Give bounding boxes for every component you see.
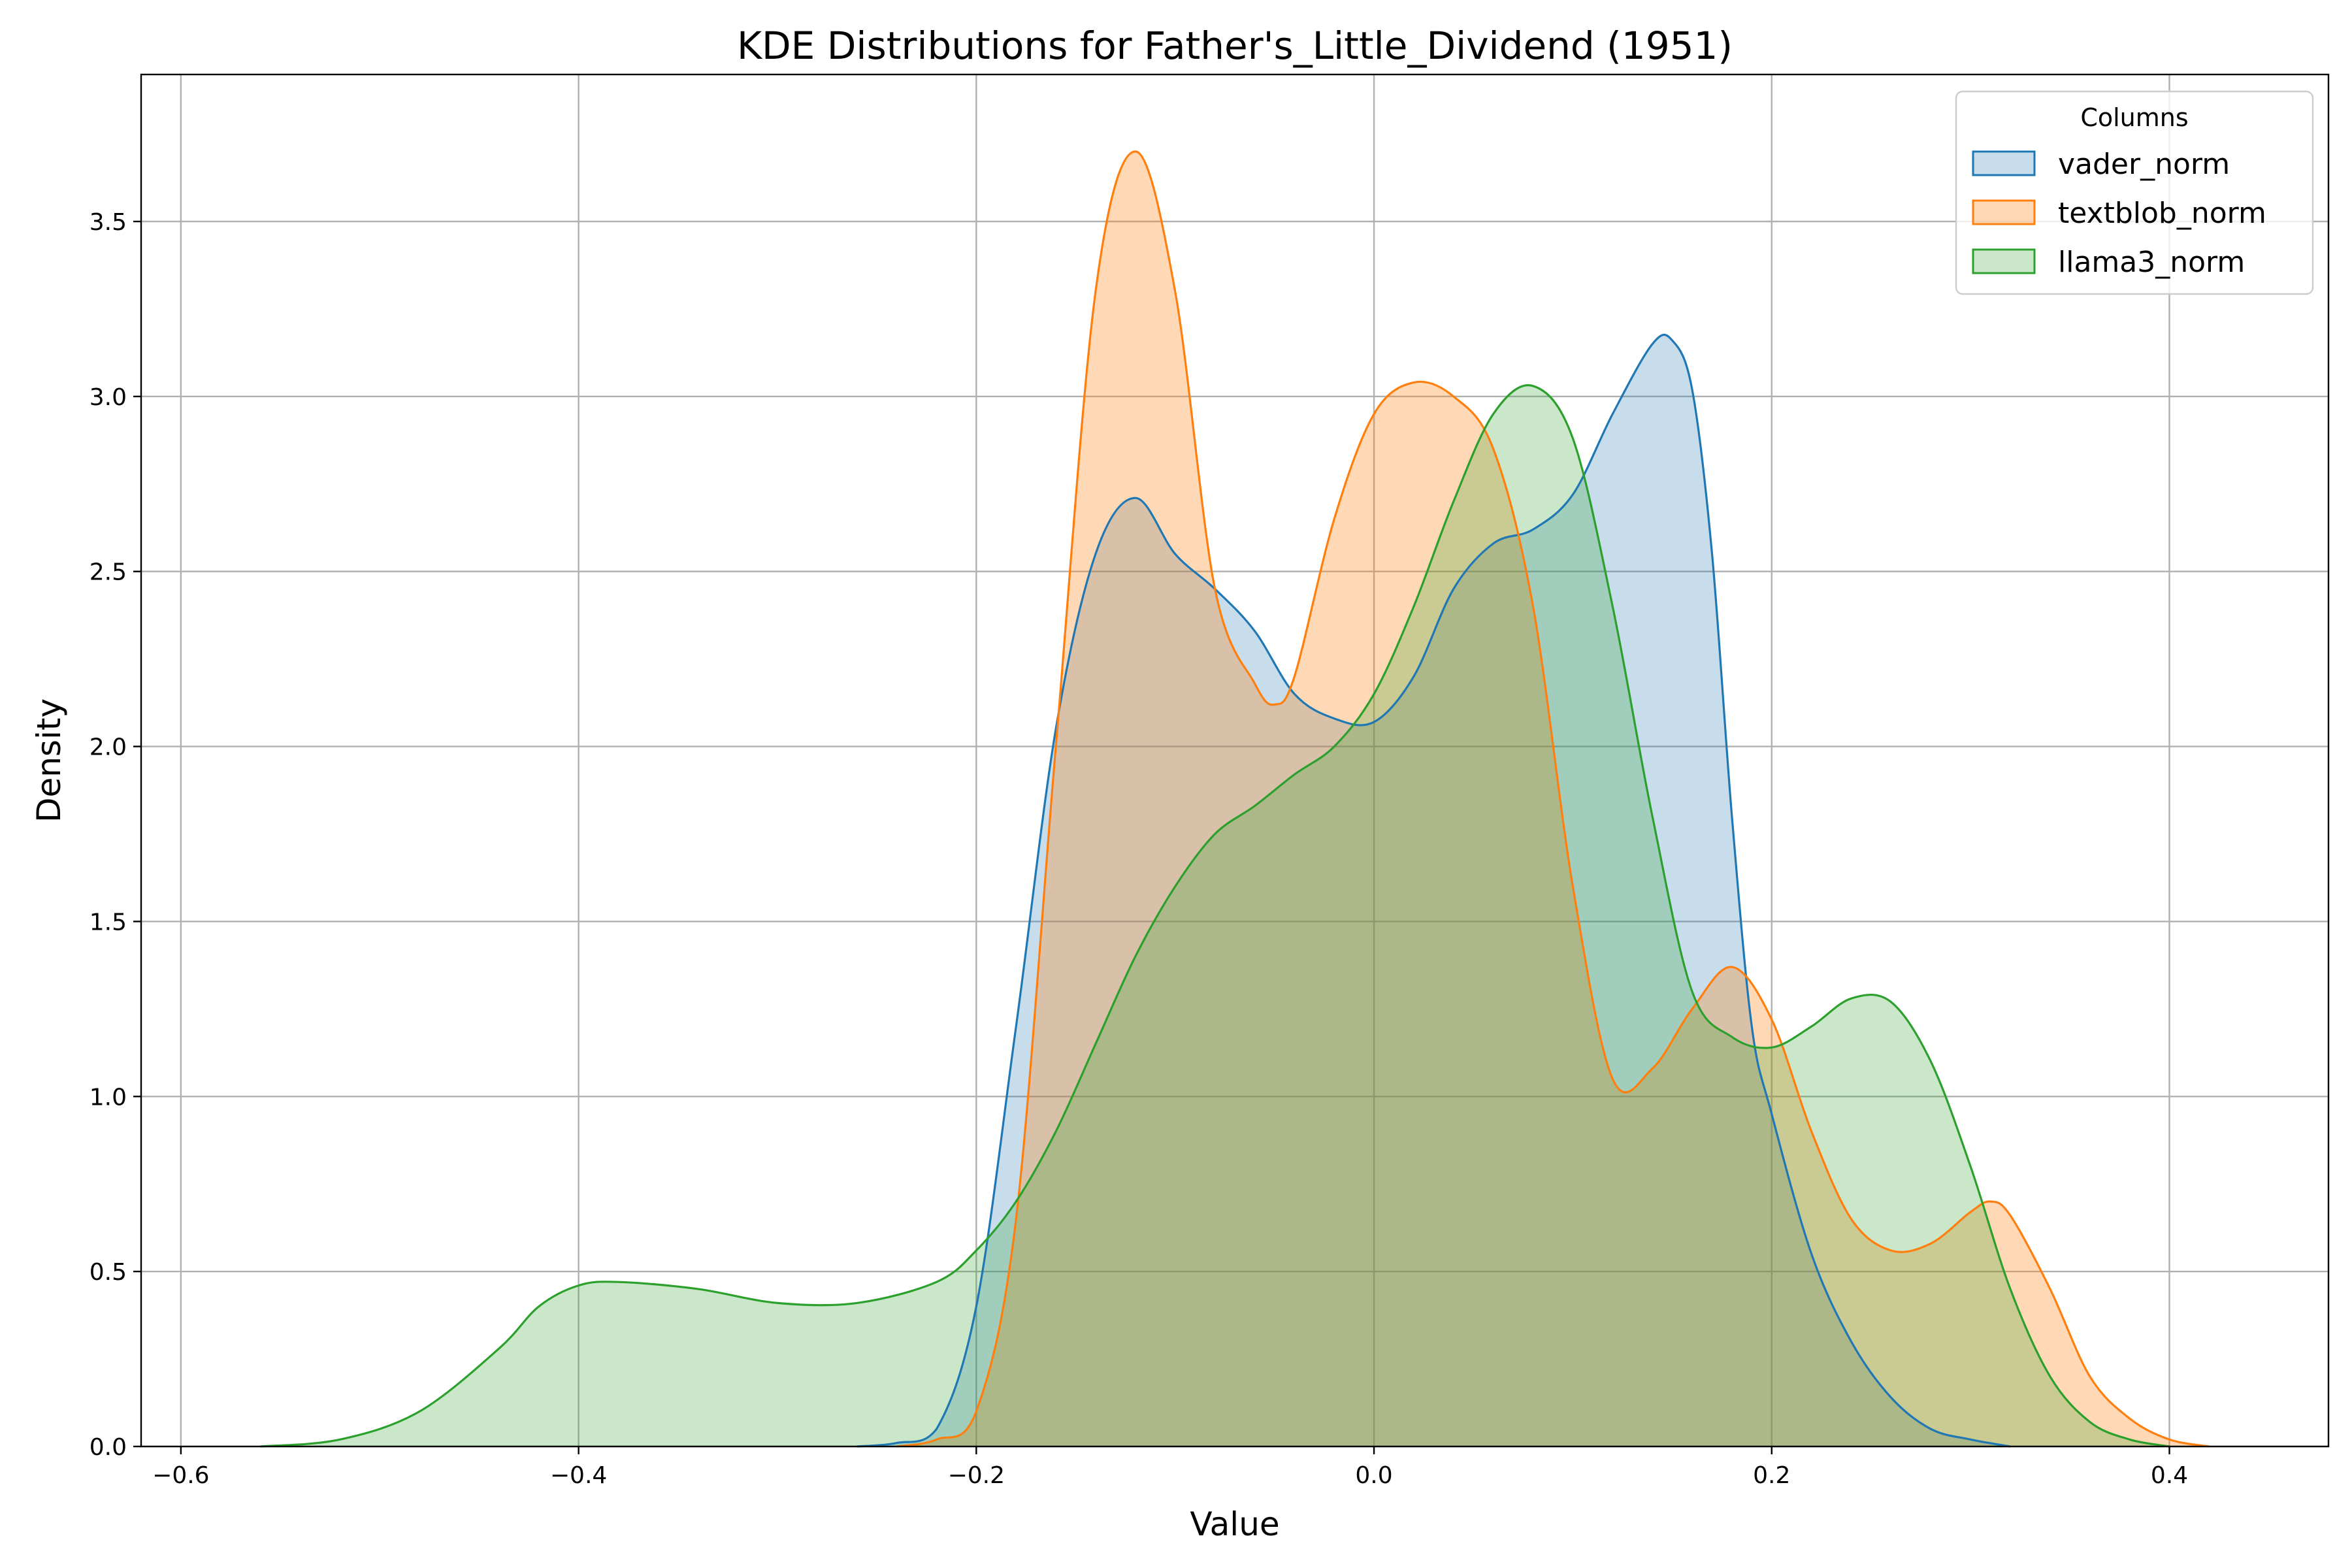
x-tick-label: −0.2 xyxy=(948,1462,1005,1489)
legend-swatch-llama3_norm xyxy=(1972,248,2036,274)
series-line-vader_norm xyxy=(857,333,2011,1448)
x-tick-label: −0.6 xyxy=(152,1462,209,1489)
x-axis-label: Value xyxy=(1190,1505,1279,1543)
legend-swatch-textblob_norm xyxy=(1972,199,2036,225)
y-tick-label: 0.0 xyxy=(90,1434,127,1461)
y-tick-label: 2.5 xyxy=(90,559,127,586)
legend-swatch-vader_norm xyxy=(1972,150,2036,176)
series-area-vader_norm xyxy=(857,335,2010,1447)
y-tick-label: 3.0 xyxy=(90,384,127,411)
x-tick-label: 0.2 xyxy=(1753,1462,1790,1489)
x-tick-label: −0.4 xyxy=(550,1462,607,1489)
x-tick-label: 0.4 xyxy=(2151,1462,2188,1489)
series-area-llama3_norm xyxy=(260,385,2170,1447)
y-tick-label: 1.5 xyxy=(90,909,127,936)
series-line-llama3_norm xyxy=(260,384,2170,1448)
plot-frame xyxy=(140,73,2330,1448)
series-lines xyxy=(260,150,2210,1448)
chart-title: KDE Distributions for Father's_Little_Di… xyxy=(737,24,1733,68)
y-tick-label: 0.5 xyxy=(90,1259,127,1286)
legend-title: Columns xyxy=(2080,103,2188,132)
legend-box xyxy=(1955,90,2314,295)
series-fills xyxy=(260,151,2210,1447)
legend-label-textblob_norm: textblob_norm xyxy=(2058,197,2266,230)
y-tick-label: 2.0 xyxy=(90,734,127,761)
x-axis-ticks: −0.6 −0.4 −0.2 0.0 0.2 0.4 xyxy=(152,1446,2188,1489)
y-axis-label: Density xyxy=(30,698,68,823)
y-axis-ticks: 0.0 0.5 1.0 1.5 2.0 2.5 3.0 3.5 xyxy=(90,209,141,1461)
series-area-textblob_norm xyxy=(896,151,2210,1446)
y-tick-label: 1.0 xyxy=(90,1084,127,1111)
y-tick-label: 3.5 xyxy=(90,209,127,236)
x-tick-label: 0.0 xyxy=(1355,1462,1392,1489)
legend: Columns vader_norm textblob_norm llama3_no… xyxy=(1955,90,2314,295)
legend-label-llama3_norm: llama3_norm xyxy=(2058,246,2245,279)
legend-label-vader_norm: vader_norm xyxy=(2058,148,2230,181)
grid-lines xyxy=(141,74,2328,1448)
legend-items: vader_norm textblob_norm llama3_norm xyxy=(1972,148,2266,279)
